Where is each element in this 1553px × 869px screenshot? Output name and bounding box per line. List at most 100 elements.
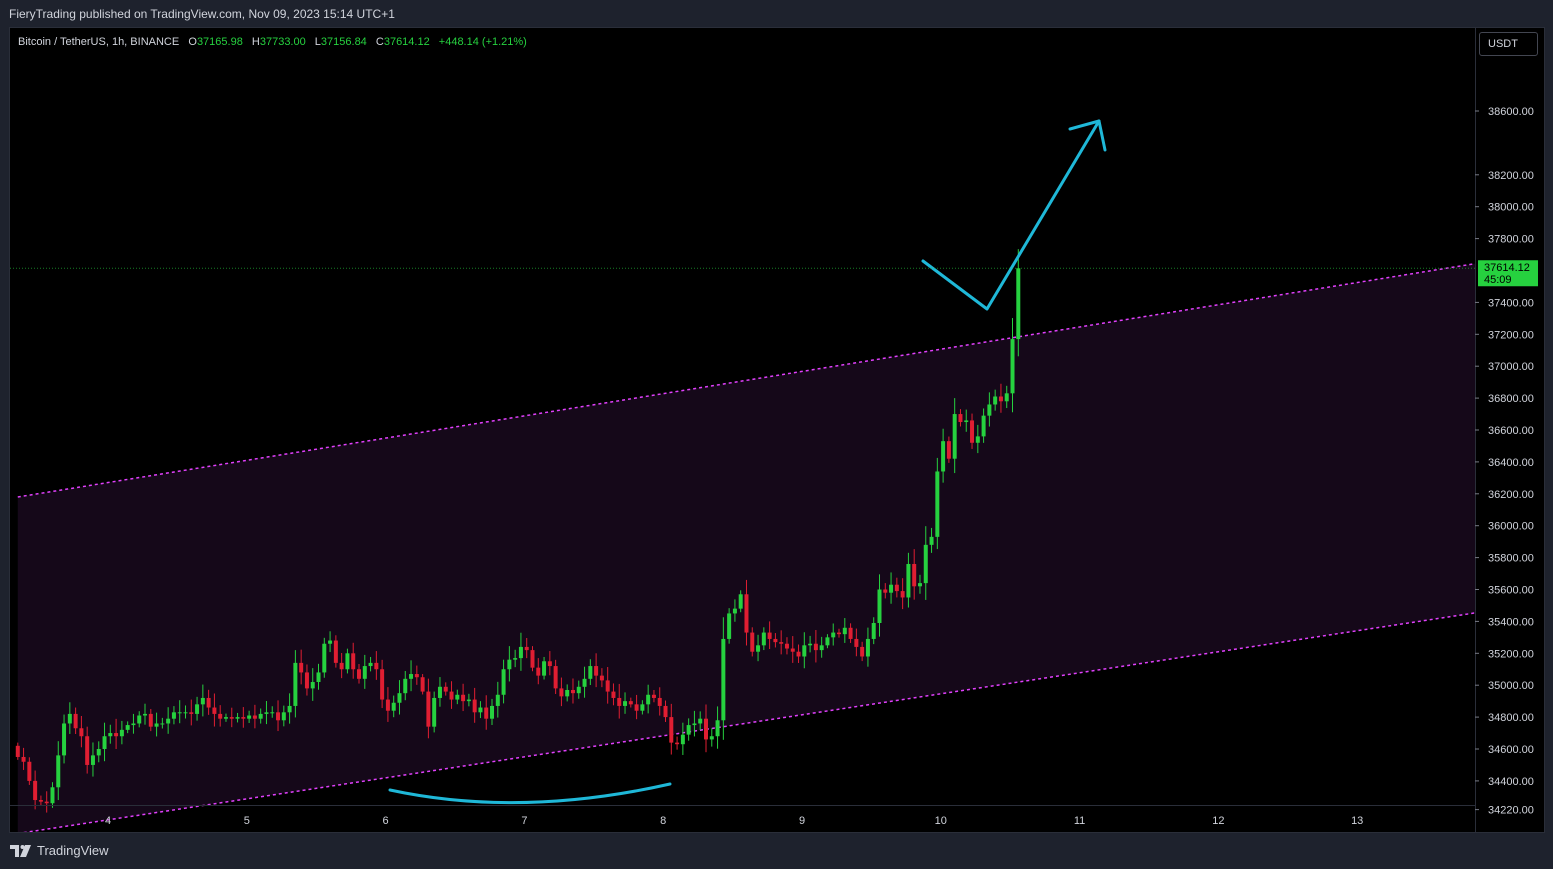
candle	[964, 409, 969, 432]
candle	[727, 608, 732, 644]
candle-body	[102, 736, 107, 749]
symbol-legend: Bitcoin / TetherUS, 1h, BINANCE O37165.9…	[18, 36, 533, 48]
candle-body	[137, 715, 142, 724]
price-chart[interactable]: 38600.00 38200.00 38000.00 37800.00 37400.00…	[10, 28, 1545, 833]
candle-body	[651, 694, 656, 698]
candle-body	[449, 691, 454, 700]
x-tick-label: 9	[799, 815, 805, 827]
candle	[617, 683, 622, 719]
candle	[461, 683, 466, 712]
candle	[466, 693, 471, 707]
candle	[559, 677, 564, 707]
candle-body	[345, 653, 350, 670]
y-tick-label: 36800.00	[1488, 393, 1534, 405]
candle	[356, 663, 361, 684]
candle	[779, 630, 784, 655]
y-tick-label: 35000.00	[1488, 680, 1534, 692]
candle-body	[634, 704, 639, 711]
candle-body	[547, 661, 552, 667]
candle-body	[611, 691, 616, 698]
candle	[166, 707, 171, 734]
candle-body	[484, 707, 489, 719]
currency-button[interactable]: USDT	[1479, 32, 1538, 56]
candle-body	[27, 761, 32, 781]
candle	[611, 683, 616, 706]
candle	[484, 695, 489, 730]
candle	[15, 742, 20, 760]
candle	[119, 720, 124, 745]
candle-body	[686, 725, 691, 735]
channel-fill	[17, 262, 1483, 832]
candle	[929, 527, 934, 553]
candle	[698, 711, 703, 731]
candle-body	[490, 705, 495, 719]
candle-body	[570, 689, 575, 694]
candle-body	[860, 646, 865, 657]
candle	[1016, 249, 1021, 357]
candle	[640, 700, 645, 715]
tradingview-logo[interactable]: TradingView	[10, 843, 109, 858]
x-tick-label: 8	[660, 815, 666, 827]
price-axis-bg	[1475, 28, 1544, 832]
candle	[223, 713, 228, 722]
tradingview-brand: TradingView	[37, 843, 109, 858]
candle-body	[380, 669, 385, 700]
candle	[599, 668, 604, 688]
candle	[148, 708, 153, 732]
candle-body	[813, 643, 818, 651]
tradingview-icon	[10, 844, 31, 857]
candle	[304, 664, 309, 696]
chart-area[interactable]: 38600.00 38200.00 38000.00 37800.00 37400.00…	[9, 27, 1545, 833]
candle	[837, 628, 842, 638]
candle-body	[56, 755, 61, 788]
low-value: 37156.84	[320, 36, 367, 48]
x-tick-label: 4	[105, 815, 111, 827]
candle	[912, 549, 917, 600]
candle	[842, 618, 847, 643]
candle	[507, 646, 512, 682]
candle	[299, 649, 304, 685]
candle	[570, 678, 575, 704]
candle-body	[576, 686, 581, 694]
candle	[935, 457, 940, 550]
candle	[576, 680, 581, 699]
candle	[206, 689, 211, 715]
candle-body	[773, 638, 778, 643]
candle-body	[692, 723, 697, 726]
candle	[860, 641, 865, 662]
candle-body	[15, 745, 20, 757]
candle-body	[756, 645, 761, 652]
candle	[675, 736, 680, 750]
candle-body	[761, 632, 766, 646]
candle	[27, 757, 32, 785]
candle	[756, 634, 761, 662]
candle	[1010, 318, 1015, 413]
candle-body	[96, 749, 101, 756]
candle-body	[501, 669, 506, 695]
candle-body	[432, 697, 437, 727]
candle	[819, 636, 824, 658]
candle	[669, 703, 674, 755]
candle-body	[177, 712, 182, 714]
candle-body	[738, 594, 743, 609]
candle	[871, 617, 876, 645]
candle	[987, 392, 992, 427]
candle	[854, 628, 859, 657]
candle-body	[831, 632, 836, 638]
y-tick-label: 34600.00	[1488, 744, 1534, 756]
candle-body	[362, 666, 367, 679]
candle	[738, 590, 743, 613]
candle	[44, 791, 49, 813]
candle-body	[617, 697, 622, 706]
candle-body	[553, 666, 558, 689]
x-tick-label: 6	[383, 815, 389, 827]
candle-body	[437, 686, 442, 698]
candle	[490, 698, 495, 726]
candle-body	[189, 712, 194, 714]
candle-body	[715, 720, 720, 737]
candle-body	[900, 591, 905, 598]
candle	[565, 684, 570, 702]
candle	[825, 634, 830, 649]
candle-body	[328, 640, 333, 644]
candle	[339, 652, 344, 679]
